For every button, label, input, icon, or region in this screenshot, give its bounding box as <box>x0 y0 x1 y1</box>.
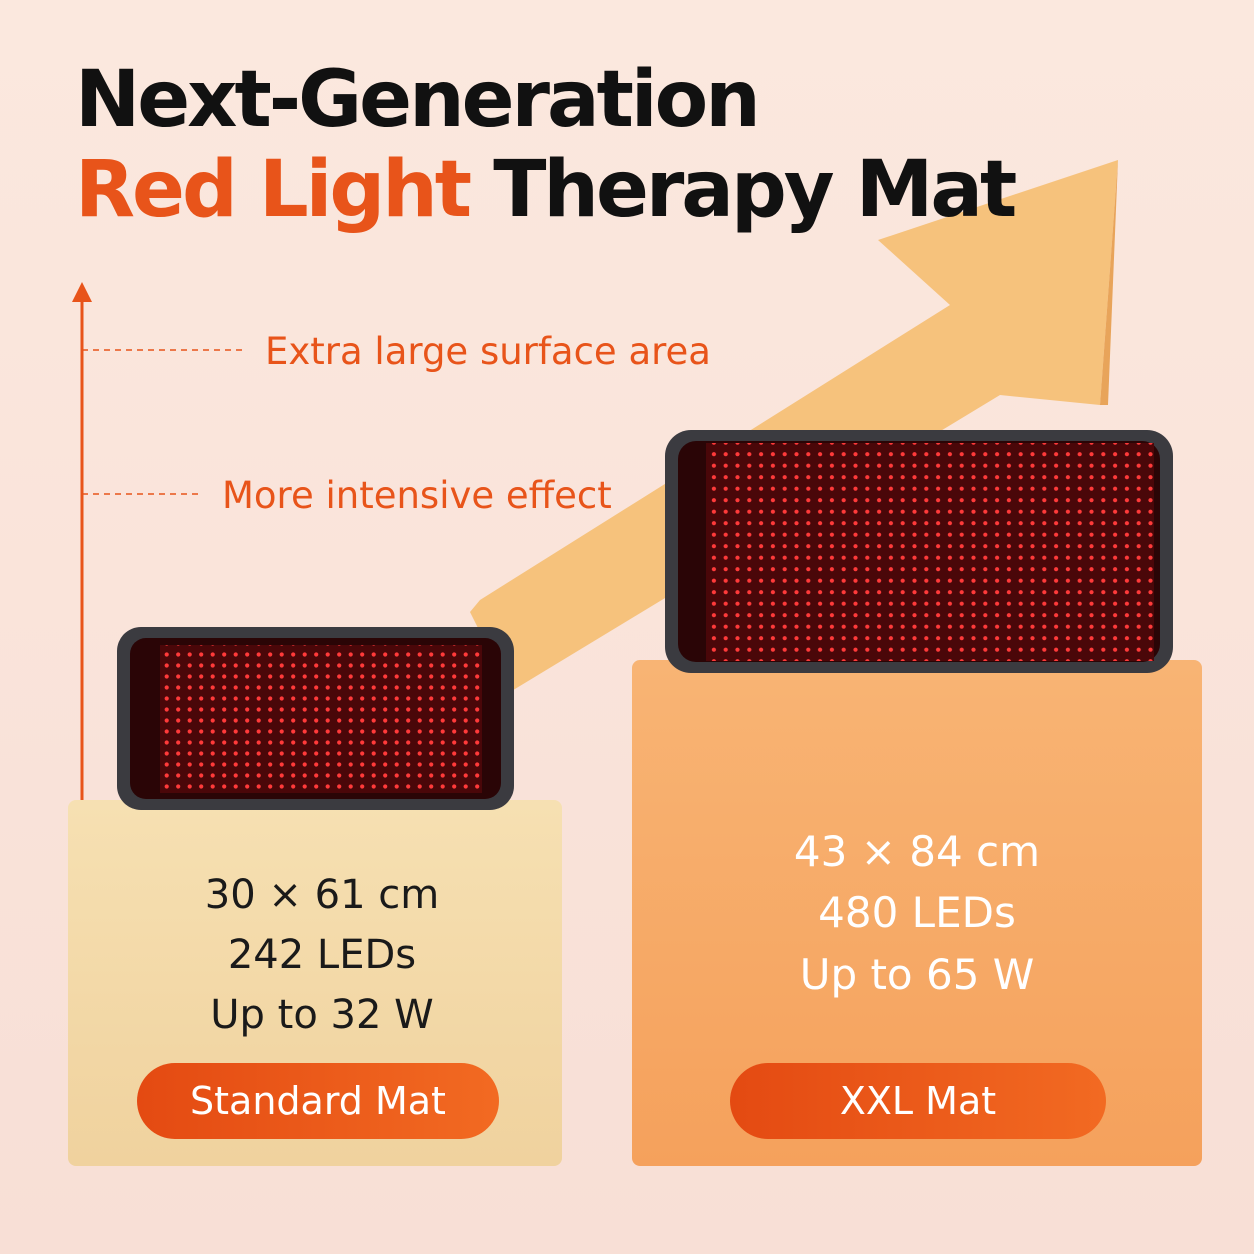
label-pill <box>730 1063 1106 1139</box>
annotation: Extra large surface area <box>265 330 711 373</box>
led-grid <box>706 443 1154 661</box>
spec: 43 × 84 cm <box>794 827 1040 876</box>
product-label: Standard Mat <box>190 1079 446 1123</box>
product-label: XXL Mat <box>840 1079 996 1123</box>
led-grid <box>160 645 482 793</box>
spec: 242 LEDs <box>228 932 416 978</box>
title: Next-Generation <box>75 55 758 145</box>
title: Red Light Therapy Mat <box>75 145 1016 235</box>
pedestal <box>632 660 1202 1166</box>
spec: 480 LEDs <box>818 888 1016 937</box>
spec: 30 × 61 cm <box>205 872 439 918</box>
spec: Up to 65 W <box>800 950 1035 999</box>
label-pill <box>137 1063 499 1139</box>
annotation: More intensive effect <box>222 474 612 517</box>
title-rest: Therapy Mat <box>493 145 1016 235</box>
arrow-shade <box>1100 160 1118 405</box>
growth-arrow <box>470 160 1118 692</box>
spec: Up to 32 W <box>210 992 433 1038</box>
title-highlight: Red Light <box>75 145 471 235</box>
axis-arrowhead <box>72 282 92 302</box>
